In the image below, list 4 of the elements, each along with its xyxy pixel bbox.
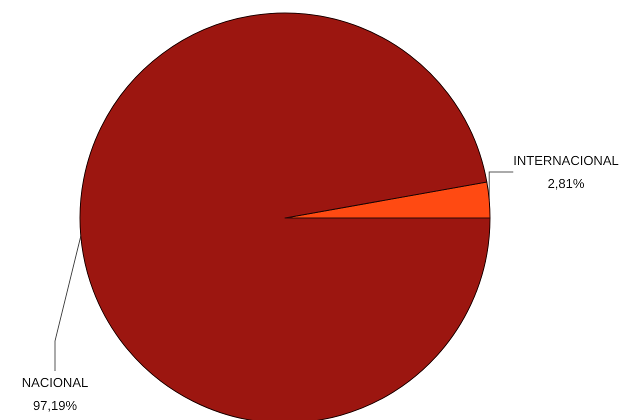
slice-label: INTERNACIONAL [513,153,619,168]
data-label: 97,19% [32,398,78,413]
data-label: 2,81% [548,176,585,191]
slice-label: NACIONAL [22,375,88,390]
